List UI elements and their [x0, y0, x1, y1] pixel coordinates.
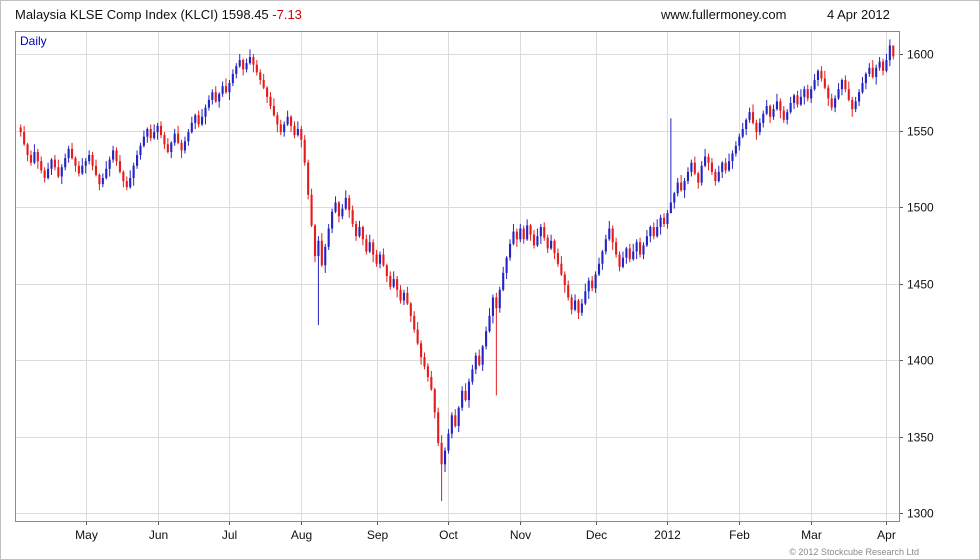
chart-date: 4 Apr 2012	[827, 7, 890, 22]
y-tick-label: 1350	[907, 431, 934, 445]
last-price: 1598.45	[221, 7, 269, 22]
x-tick-label: Apr	[877, 528, 896, 542]
x-tick-label: Sep	[367, 528, 389, 542]
axis-labels: 1300 1350 1400 1450 1500 1550 1600 May Jun Jul Aug…	[75, 48, 934, 543]
x-tick-label: 2012	[654, 528, 681, 542]
instrument-name: Malaysia KLSE Comp Index (KLCI)	[15, 7, 219, 22]
x-tick-label: Feb	[729, 528, 750, 542]
y-tick-label: 1300	[907, 507, 934, 521]
plot-frame	[15, 31, 903, 525]
y-tick-label: 1500	[907, 201, 934, 215]
website-link[interactable]: www.fullermoney.com	[661, 7, 787, 22]
x-tick-label: Jun	[149, 528, 168, 542]
x-tick-label: Oct	[439, 528, 458, 542]
chart-title: Malaysia KLSE Comp Index (KLCI) 1598.45 …	[15, 7, 302, 22]
candles	[19, 39, 895, 502]
x-tick-label: Dec	[586, 528, 607, 542]
x-tick-label: Mar	[801, 528, 822, 542]
price-change: -7.13	[272, 7, 302, 22]
y-tick-label: 1600	[907, 48, 934, 62]
x-tick-label: Nov	[510, 528, 531, 542]
gridlines	[15, 31, 899, 521]
interval-label: Daily	[20, 34, 47, 48]
copyright-notice: © 2012 Stockcube Research Ltd	[789, 547, 919, 557]
header-bar: Malaysia KLSE Comp Index (KLCI) 1598.45 …	[1, 1, 979, 25]
x-tick-label: Aug	[291, 528, 312, 542]
y-tick-label: 1400	[907, 354, 934, 368]
y-tick-label: 1550	[907, 125, 934, 139]
chart-area: 1300 1350 1400 1450 1500 1550 1600 May Jun Jul Aug…	[1, 25, 980, 547]
y-tick-label: 1450	[907, 278, 934, 292]
x-tick-label: Jul	[222, 528, 237, 542]
x-tick-label: May	[75, 528, 98, 542]
price-chart: 1300 1350 1400 1450 1500 1550 1600 May Jun Jul Aug…	[15, 31, 934, 543]
